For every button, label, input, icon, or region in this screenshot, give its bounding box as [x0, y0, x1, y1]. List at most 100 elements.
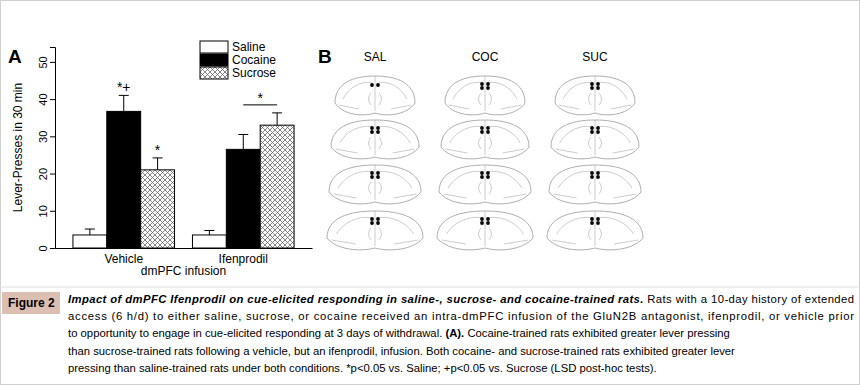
placement-dot: [486, 86, 490, 90]
section-detail: [442, 217, 528, 244]
legend-item: Cocaine: [200, 53, 276, 67]
brain-section: [555, 76, 635, 115]
y-tick: 0: [37, 245, 55, 251]
figure: A01020304050VehicleIfenprodildmPFC infus…: [0, 0, 860, 385]
placement-dot: [590, 221, 594, 225]
section-outline: [327, 211, 423, 250]
y-tick-label: 0: [37, 245, 49, 251]
x-axis: VehicleIfenprodil: [56, 248, 313, 266]
caption-text: Impact of dmPFC Ifenprodil on cue-elicit…: [68, 293, 643, 305]
figure-border: [1, 1, 860, 385]
placement-dot: [486, 171, 490, 175]
figure-label-box: [2, 292, 60, 314]
placement-dot: [376, 130, 380, 134]
section-midline: [595, 120, 596, 155]
placement-dot: [486, 130, 490, 134]
section-outline: [331, 120, 419, 159]
placement-dot: [480, 171, 484, 175]
placement-dot: [590, 175, 594, 179]
bar: [226, 149, 260, 248]
y-tick-mark: [50, 62, 55, 63]
caption-line: pressing than saline-trained rats under …: [68, 362, 657, 374]
caption-text: pressing than saline-trained rats under …: [68, 362, 657, 374]
figure-label: Figure 2: [8, 296, 55, 310]
placement-dot: [596, 130, 600, 134]
brain-section: [331, 120, 419, 159]
brain-section: [441, 120, 529, 159]
section-outline: [437, 211, 533, 250]
error-bar-stem: [123, 95, 124, 111]
y-tick-label: 50: [37, 56, 49, 68]
placement-dot: [370, 175, 374, 179]
section-detail: [339, 82, 411, 109]
placement-dot: [376, 171, 380, 175]
section-outline: [549, 165, 641, 204]
caption-line: access (6 h/d) to either saline, sucrose…: [68, 310, 854, 322]
error-bar: [153, 158, 163, 170]
caption-line: to opportunity to engage in cue-elicited…: [68, 327, 730, 339]
section-outline: [439, 165, 531, 204]
section-detail: [449, 82, 521, 109]
section-midline: [595, 165, 596, 200]
section-midline: [485, 211, 486, 246]
legend-swatch: [200, 54, 228, 66]
legend-label: Cocaine: [232, 53, 276, 67]
placement-dot: [480, 130, 484, 134]
error-bar-stem: [243, 134, 244, 149]
brain-section: [551, 120, 639, 159]
error-bar-cap: [238, 134, 248, 135]
section-midline: [595, 211, 596, 246]
placement-dot: [480, 86, 484, 90]
placement-dot: [596, 175, 600, 179]
caption-text: access (6 h/d) to either saline, sucrose…: [68, 310, 854, 322]
placement-dot: [480, 221, 484, 225]
y-tick-mark: [50, 136, 55, 137]
section-outline: [441, 120, 529, 159]
y-tick: 20: [37, 168, 55, 180]
error-bar-stem: [89, 229, 90, 235]
column-title: COC: [472, 50, 499, 64]
section-outline: [555, 76, 635, 115]
placement-dot: [376, 217, 380, 221]
placement-dot: [480, 126, 484, 130]
placement-dot: [370, 83, 374, 87]
x-tick-label: Vehicle: [104, 252, 143, 266]
legend-swatch: [200, 67, 228, 79]
placement-dot: [590, 130, 594, 134]
column-title: SUC: [582, 50, 608, 64]
legend-item: Sucrose: [200, 66, 276, 80]
section-outline: [445, 76, 525, 115]
bar: [192, 235, 226, 248]
error-bar: [272, 113, 282, 125]
error-bar: [119, 95, 129, 111]
y-tick-label: 20: [37, 168, 49, 180]
placement-dot: [590, 171, 594, 175]
caption-text: to opportunity to engage in cue-elicited…: [68, 327, 445, 339]
bar: [260, 125, 294, 248]
error-bar-stem: [157, 158, 158, 170]
placement-dot: [596, 221, 600, 225]
brain-section: [329, 165, 421, 204]
section-detail: [445, 126, 524, 153]
caption-text: Cocaine-trained rats exhibited greater l…: [464, 327, 730, 339]
caption-line: Impact of dmPFC Ifenprodil on cue-elicit…: [68, 293, 854, 305]
legend-label: Saline: [232, 40, 266, 54]
section-midline: [375, 76, 376, 111]
placement-dot: [480, 175, 484, 179]
y-tick: 10: [37, 205, 55, 217]
placement-dot: [596, 126, 600, 130]
x-axis-title: dmPFC infusion: [141, 264, 226, 278]
caption-text: than sucrose-trained rats following a ve…: [68, 345, 735, 357]
section-outline: [335, 76, 415, 115]
section-midline: [485, 165, 486, 200]
section-midline: [485, 76, 486, 111]
placement-dot: [486, 175, 490, 179]
placement-dot: [376, 126, 380, 130]
y-axis: 01020304050: [37, 48, 56, 252]
error-bar: [238, 134, 248, 149]
section-detail: [559, 82, 631, 109]
placement-dot: [370, 217, 374, 221]
section-outline: [551, 120, 639, 159]
placement-dot: [590, 126, 594, 130]
placement-dot: [370, 171, 374, 175]
